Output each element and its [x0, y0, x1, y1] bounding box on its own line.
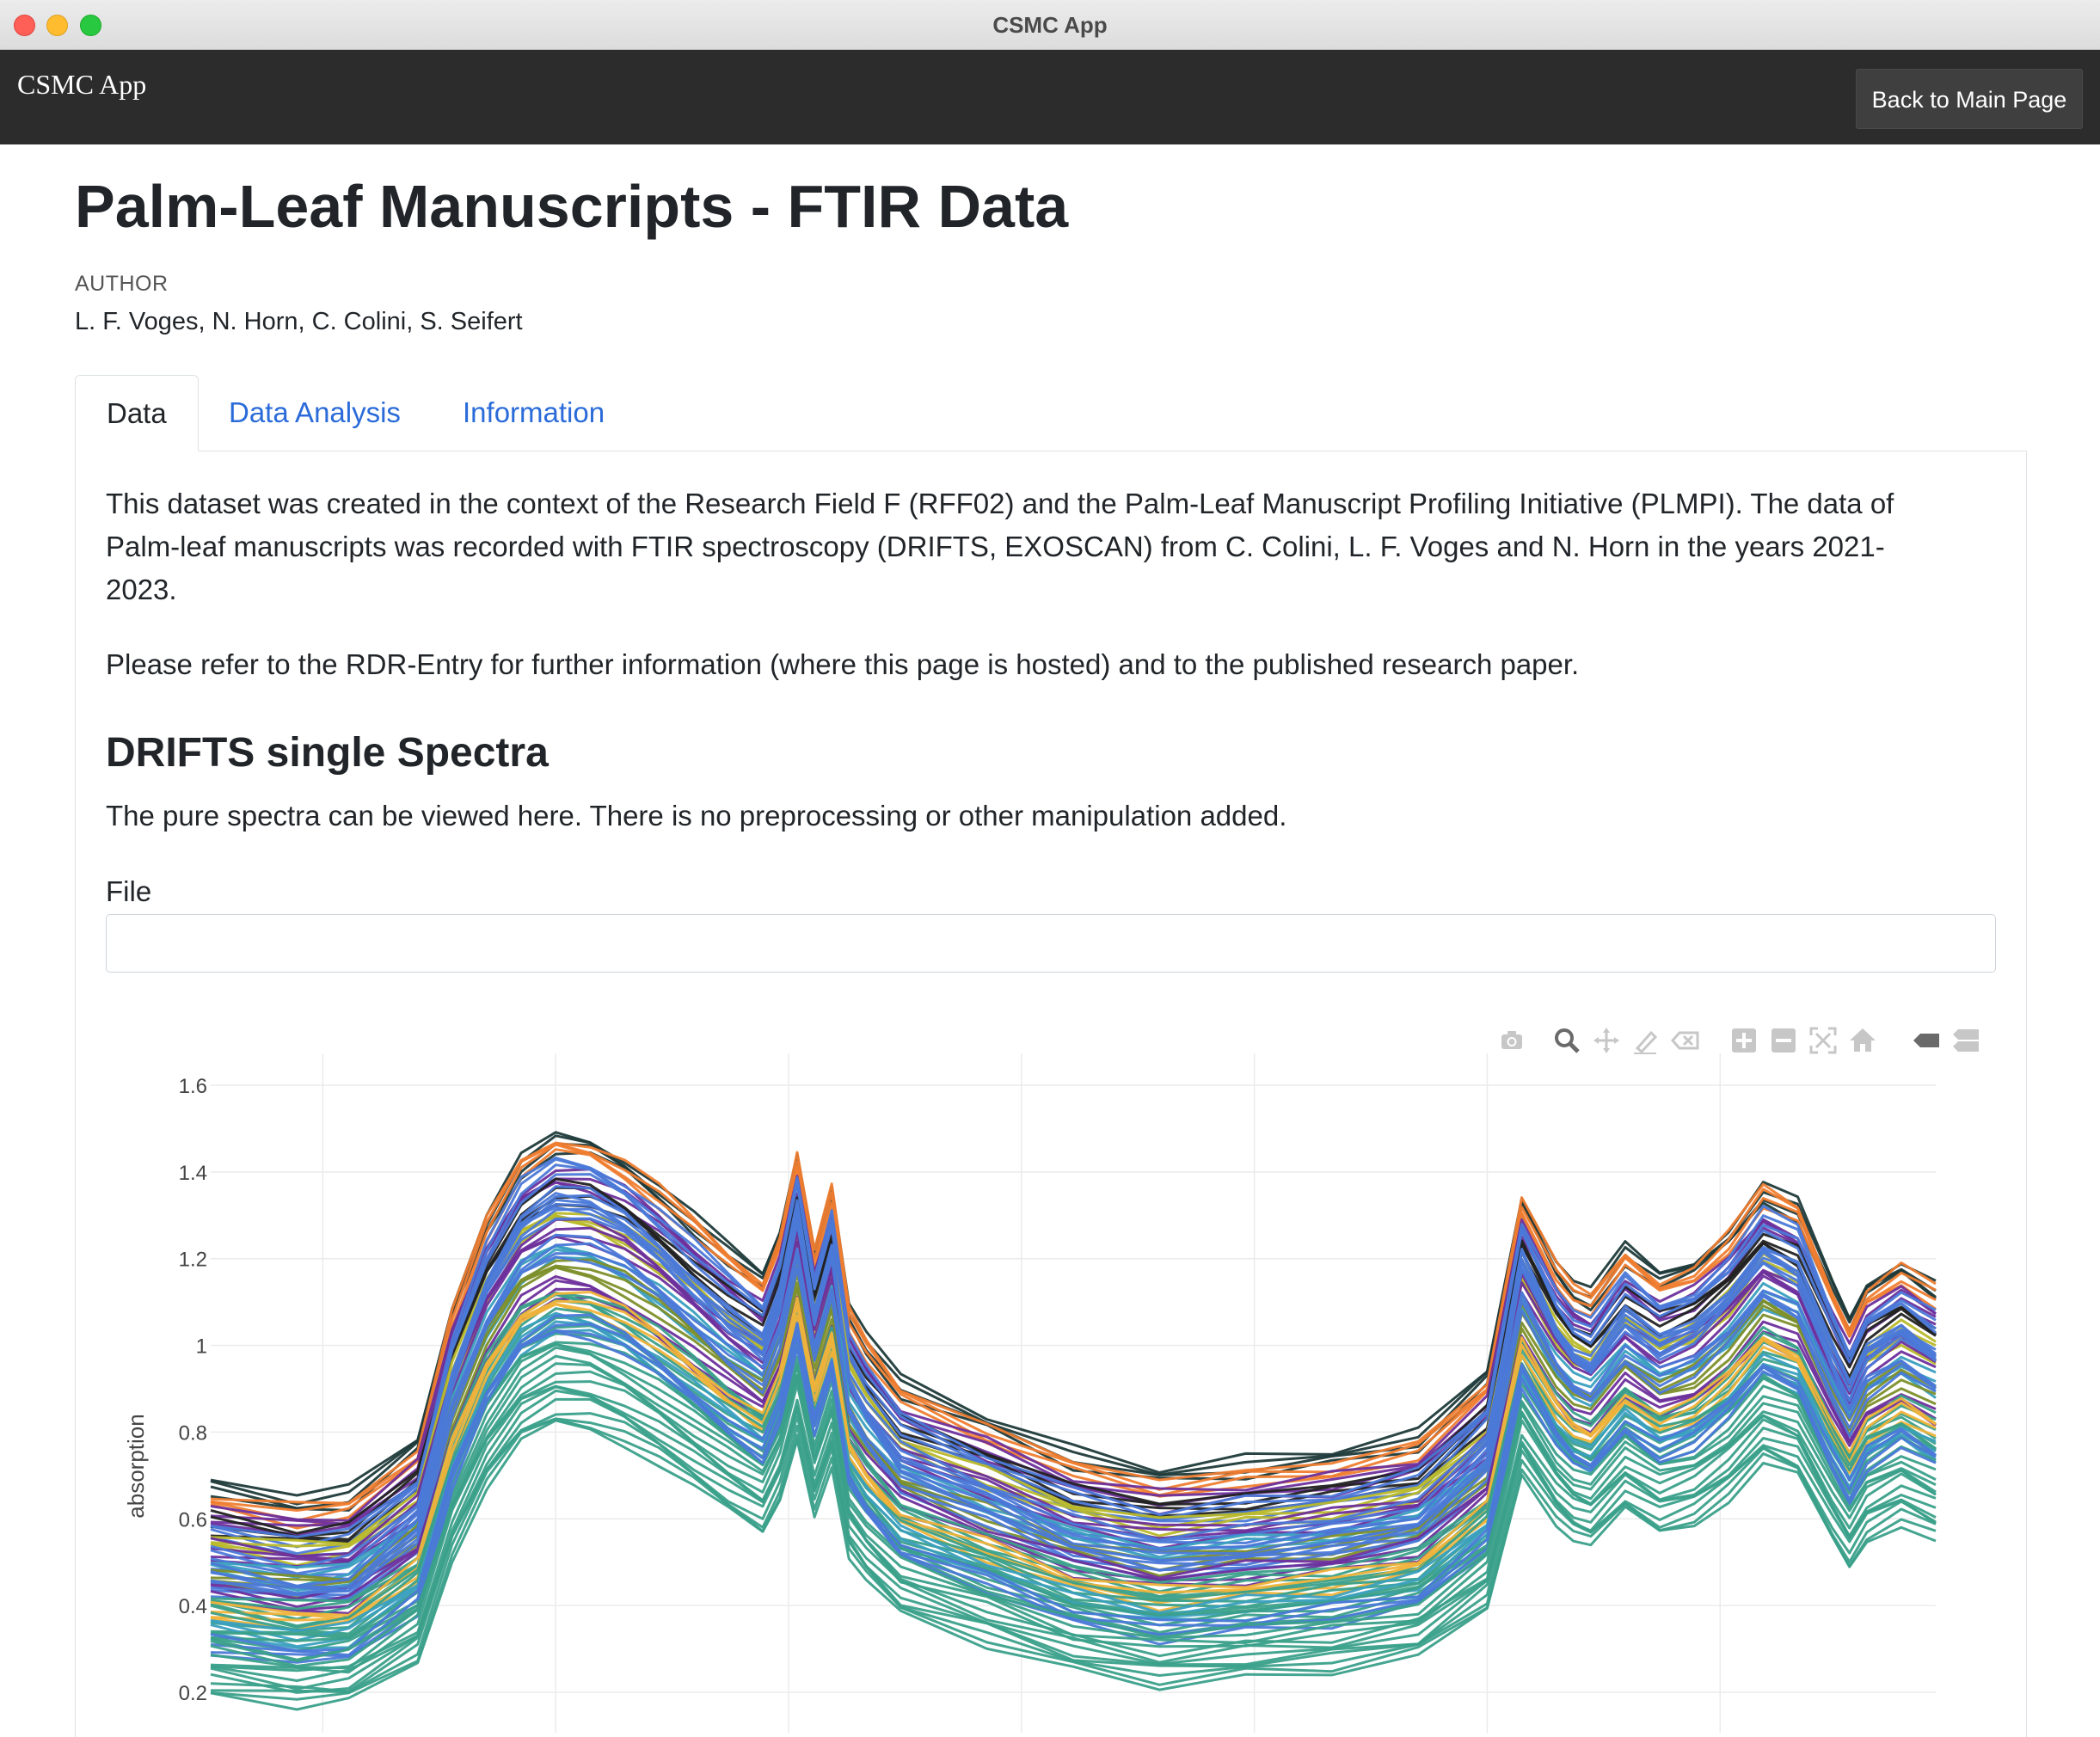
hover-compare-icon[interactable] — [1950, 1025, 1981, 1056]
y-axis-ticks: 1.6 1.4 1.2 1 0.8 0.6 0.4 0.2 — [179, 1075, 207, 1705]
y-tick-label: 0.2 — [179, 1682, 207, 1705]
tab-bar: Data Data Analysis Information — [75, 375, 2027, 451]
tab-data-analysis[interactable]: Data Analysis — [229, 396, 401, 428]
home-icon[interactable] — [1847, 1025, 1878, 1056]
spectra-chart[interactable]: 1.6 1.4 1.2 1 0.8 0.6 0.4 0.2 absorption — [106, 1028, 1998, 1737]
author-label: AUTHOR — [75, 272, 169, 296]
navbar-brand[interactable]: CSMC App — [17, 69, 147, 100]
spectrum-line[interactable] — [210, 1313, 1937, 1653]
lasso-icon[interactable] — [1630, 1025, 1661, 1056]
minimize-window-button[interactable] — [46, 15, 68, 36]
y-tick-label: 0.4 — [179, 1595, 207, 1618]
chart-series — [210, 1131, 1937, 1711]
spectrum-line[interactable] — [210, 1252, 1937, 1600]
spectrum-line[interactable] — [210, 1412, 1937, 1693]
intro-line-3: 2023. — [106, 574, 177, 605]
file-select-input[interactable] — [106, 914, 1996, 973]
zoom-icon[interactable] — [1551, 1025, 1582, 1056]
y-tick-label: 1.6 — [179, 1075, 207, 1098]
spectrum-line[interactable] — [210, 1156, 1937, 1538]
spectrum-line[interactable] — [210, 1131, 1937, 1497]
intro-line-1: This dataset was created in the context … — [106, 488, 1894, 519]
back-to-main-button[interactable]: Back to Main Page — [1856, 69, 2083, 129]
spectrum-line[interactable] — [210, 1299, 1937, 1620]
hover-closest-icon[interactable] — [1911, 1025, 1942, 1056]
spectrum-line[interactable] — [210, 1206, 1937, 1595]
y-tick-label: 0.8 — [179, 1421, 207, 1445]
spectrum-line[interactable] — [210, 1384, 1937, 1673]
author-names: L. F. Voges, N. Horn, C. Colini, S. Seif… — [75, 308, 523, 335]
spectrum-line[interactable] — [210, 1311, 1937, 1632]
refer-paragraph: Please refer to the RDR-Entry for furthe… — [106, 648, 1580, 680]
page-title: Palm-Leaf Manuscripts - FTIR Data — [75, 173, 1069, 240]
spectrum-line[interactable] — [210, 1185, 1937, 1587]
y-axis-label: absorption — [123, 1414, 149, 1518]
spectrum-line[interactable] — [210, 1329, 1937, 1658]
spectrum-line[interactable] — [210, 1417, 1937, 1694]
spectrum-line[interactable] — [210, 1354, 1937, 1663]
zoom-in-icon[interactable] — [1729, 1025, 1759, 1056]
close-window-button[interactable] — [14, 15, 35, 36]
spectrum-line[interactable] — [210, 1341, 1937, 1640]
spectrum-line[interactable] — [210, 1212, 1937, 1545]
chart-grid — [211, 1053, 1936, 1733]
window-titlebar: CSMC App — [0, 0, 2100, 50]
y-tick-label: 1 — [196, 1335, 207, 1359]
spectrum-line[interactable] — [210, 1303, 1937, 1622]
file-label: File — [106, 875, 152, 907]
spectrum-line[interactable] — [210, 1291, 1937, 1617]
spectrum-line[interactable] — [210, 1192, 1937, 1569]
y-tick-label: 1.4 — [179, 1162, 207, 1185]
section-description: The pure spectra can be viewed here. The… — [106, 800, 1287, 832]
maximize-window-button[interactable] — [80, 15, 101, 36]
spectrum-line[interactable] — [210, 1202, 1937, 1593]
spectrum-line[interactable] — [210, 1141, 1937, 1505]
tab-panel — [75, 451, 2027, 1737]
spectrum-line[interactable] — [210, 1346, 1937, 1661]
spectrum-line[interactable] — [210, 1380, 1937, 1674]
tab-data[interactable]: Data — [75, 375, 199, 451]
spectrum-line[interactable] — [210, 1177, 1937, 1535]
camera-icon[interactable] — [1496, 1025, 1527, 1056]
y-tick-label: 0.6 — [179, 1508, 207, 1531]
section-title: DRIFTS single Spectra — [106, 730, 549, 776]
spectrum-line[interactable] — [210, 1255, 1937, 1602]
tab-information[interactable]: Information — [463, 396, 605, 428]
window-title: CSMC App — [992, 12, 1108, 38]
intro-line-2: Palm-leaf manuscripts was recorded with … — [106, 531, 1885, 562]
select-clear-icon[interactable] — [1670, 1025, 1701, 1056]
zoom-out-icon[interactable] — [1768, 1025, 1799, 1056]
plot-modebar — [1496, 1025, 1995, 1059]
y-tick-label: 1.2 — [179, 1249, 207, 1272]
pan-icon[interactable] — [1591, 1025, 1622, 1056]
navbar: CSMC App Back to Main Page — [0, 50, 2100, 144]
autoscale-icon[interactable] — [1808, 1025, 1839, 1056]
